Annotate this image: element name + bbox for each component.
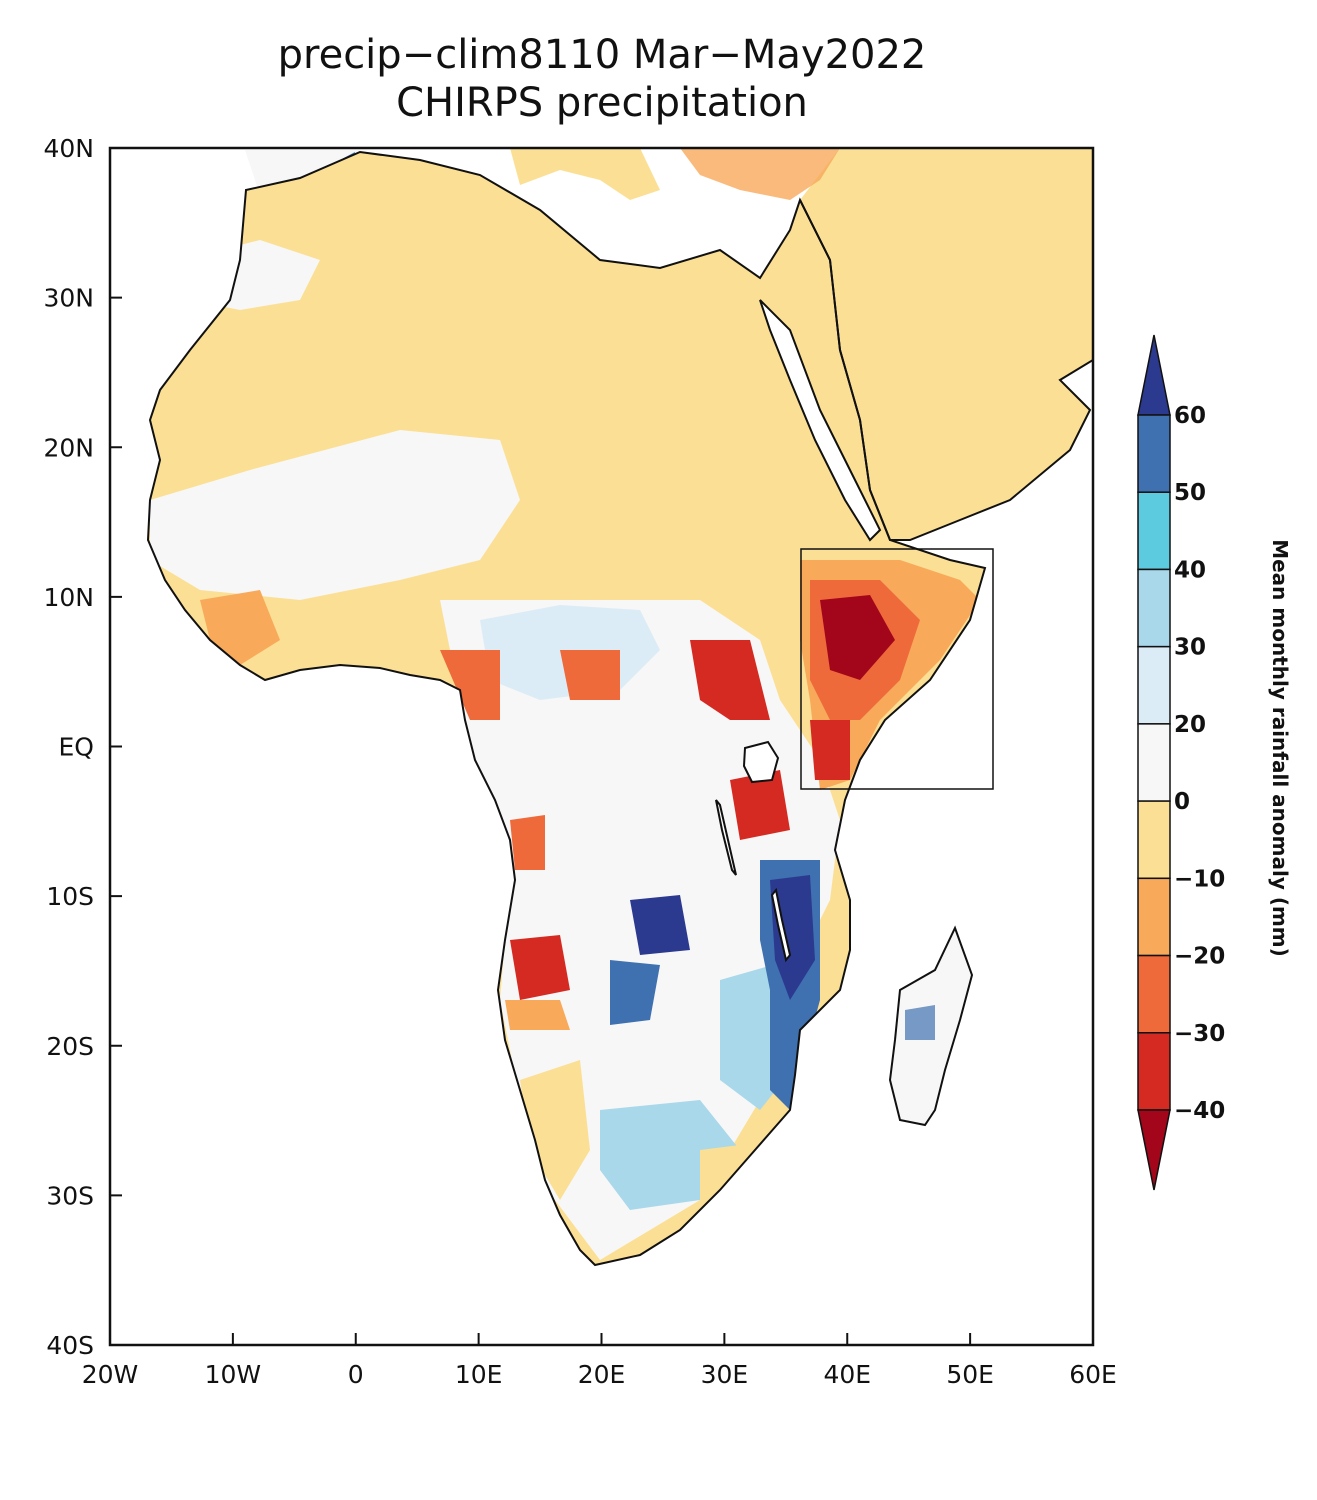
y-axis: 40N 30N 20N 10N EQ 10S 20S 30S 40S: [43, 134, 122, 1360]
red-sea: [759, 299, 882, 542]
y-tick-label: 40N: [43, 134, 94, 163]
colorbar-extend-top: [1137, 334, 1171, 416]
lake-malawi: [770, 887, 792, 963]
map-title-line1: precip−clim8110 Mar−May2022: [278, 32, 927, 78]
colorbar-segment: [1137, 645, 1171, 725]
colorbar-segment: [1137, 723, 1171, 802]
colorbar-tick-label: 40: [1174, 557, 1206, 583]
x-tick-label: 50E: [946, 1360, 994, 1389]
x-axis: 20W 10W 0 10E 20E 30E 40E 50E 60E: [82, 1333, 1117, 1389]
x-tick-label: 10E: [455, 1360, 503, 1389]
y-tick-label: 10N: [43, 583, 94, 612]
colorbar-extend-bottom: [1137, 1109, 1171, 1191]
colorbar-tick-label: −40: [1174, 1098, 1225, 1124]
colorbar-segment: [1137, 1032, 1171, 1111]
colorbar-segment: [1137, 800, 1171, 880]
colorbar-segment: [1137, 877, 1171, 957]
lake-victoria: [742, 740, 780, 784]
x-tick-label: 0: [348, 1360, 364, 1389]
y-tick-label: 30S: [46, 1181, 94, 1210]
horn-of-africa-highlight-box: [800, 548, 994, 790]
x-tick-label: 60E: [1069, 1360, 1117, 1389]
colorbar-tick-label: 60: [1174, 403, 1206, 429]
colorbar-segment: [1137, 568, 1171, 648]
y-tick-label: 10S: [46, 882, 94, 911]
colorbar-segment: [1137, 414, 1171, 493]
x-tick-label: 20W: [82, 1360, 139, 1389]
colorbar-tick-label: 30: [1174, 635, 1206, 661]
map-title-line2: CHIRPS precipitation: [396, 80, 808, 126]
anatolia-land: [680, 148, 840, 200]
colorbar-tick-label: 50: [1174, 480, 1206, 506]
colorbar-segment: [1137, 491, 1171, 571]
colorbar-tick-label: −30: [1174, 1021, 1225, 1047]
arabian-peninsula-land: [800, 148, 1093, 540]
colorbar-tick-label: 0: [1174, 789, 1190, 815]
colorbar-title: Mean monthly rainfall anomaly (mm): [1268, 539, 1292, 957]
lake-tanganyika: [715, 799, 737, 876]
x-tick-label: 40E: [823, 1360, 871, 1389]
y-tick-label: 40S: [46, 1331, 94, 1360]
colorbar-tick-label: −20: [1174, 944, 1225, 970]
y-tick-label: 30N: [43, 284, 94, 313]
colorbar-tick-label: −10: [1174, 866, 1225, 892]
x-tick-label: 30E: [701, 1360, 749, 1389]
x-tick-label: 20E: [578, 1360, 626, 1389]
y-tick-label: EQ: [59, 733, 94, 762]
y-tick-label: 20N: [43, 433, 94, 462]
y-tick-label: 20S: [46, 1032, 94, 1061]
colorbar-tick-label: 20: [1174, 712, 1206, 738]
arabia-coastline: [799, 199, 1093, 541]
europe-land-2: [510, 148, 660, 200]
colorbar-segment: [1137, 954, 1171, 1034]
x-tick-label: 10W: [205, 1360, 262, 1389]
colorbar: 60 50 40 30 20 0 −10 −20 −30 −40: [1137, 334, 1225, 1191]
madagascar-blue-patch: [905, 1005, 935, 1040]
